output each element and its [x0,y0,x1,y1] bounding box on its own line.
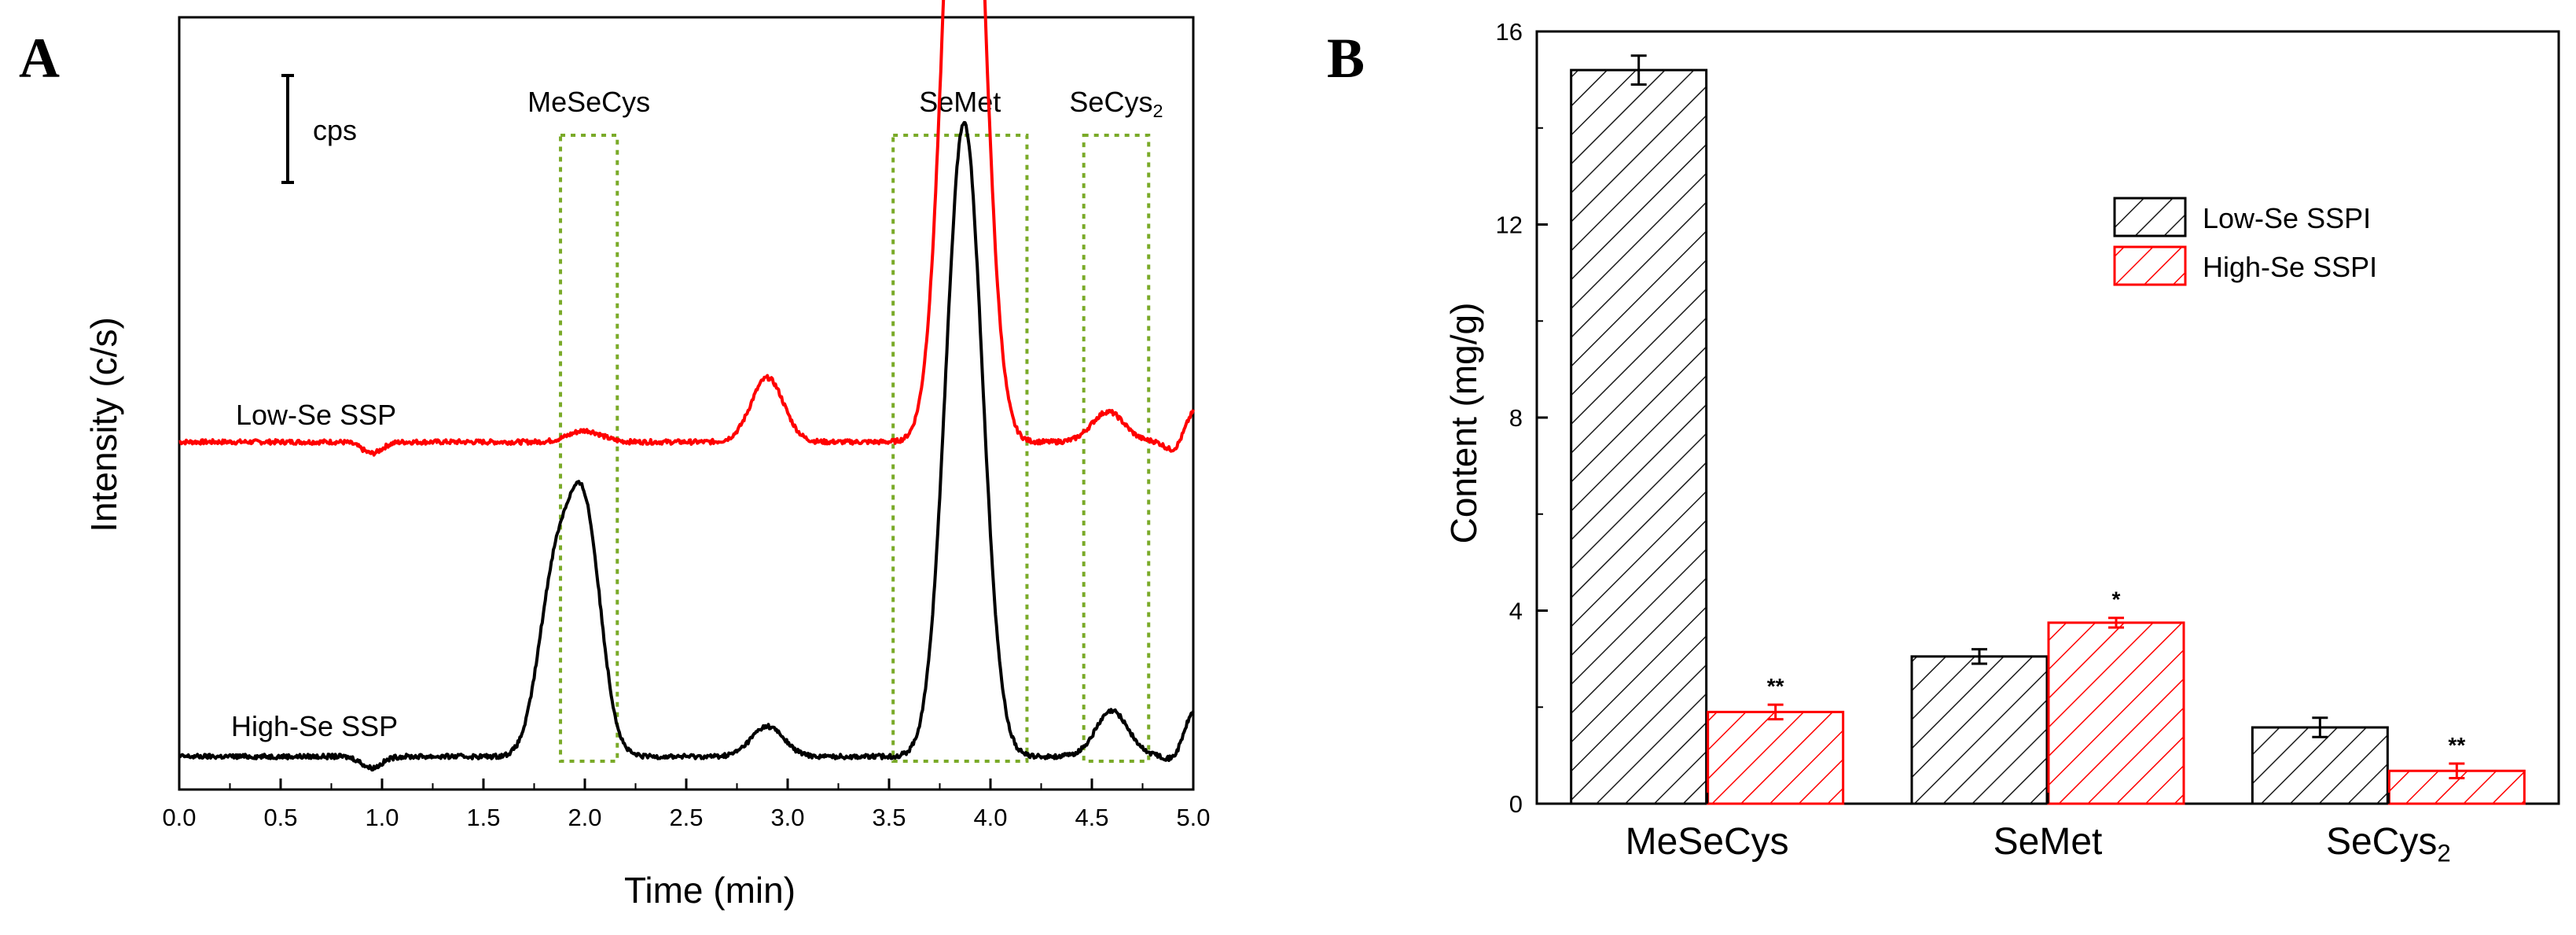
bar [1707,710,1845,805]
x-tick-label: 0.5 [263,804,297,831]
x-tick-label: 1.5 [466,804,500,831]
x-tick-label: 4.5 [1075,804,1108,831]
panel-b-legend: Low-Se SSPI High-Se SSPI [2113,197,2377,286]
panel-b-bars: ***** [1570,54,2526,805]
panel-a-y-axis-title: Intensity (c/s) [83,317,124,532]
legend-label: Low-Se SSPI [2203,202,2371,234]
x-tick-label: 5.0 [1176,804,1210,831]
legend-swatch [2113,197,2187,237]
bar [2047,621,2185,805]
x-tick-label: 3.5 [872,804,906,831]
trace-line [178,0,1195,457]
y-tick-label: 12 [1496,212,1523,239]
peak-window-box [1082,134,1151,763]
peak-window-box [891,134,1029,763]
legend-label: High-Se SSPI [2203,251,2377,283]
bar [2251,726,2389,805]
legend-swatch [2113,245,2187,286]
panel-a-x-axis-title: Time (min) [624,870,796,911]
significance-marker: ** [1767,674,1784,698]
trace-label: Low-Se SSP [236,399,396,431]
panel-a-traces: Low-Se SSP High-Se SSP [178,0,1195,772]
panel-b-category-labels: MeSeCys SeMet SeCys2 [1626,793,2451,867]
panel-a-chromatogram: A Intensity (c/s) Time (min) 0.0 0.5 1.0 1.… [19,0,1211,911]
x-tick-label: 2.5 [669,804,703,831]
trace-line [178,120,1195,772]
panel-b-y-ticks: 0 4 8 12 16 [1496,18,1548,818]
y-tick-label: 0 [1509,790,1523,818]
peak-window-label: SeCys2 [1069,86,1163,121]
y-tick-label: 16 [1496,18,1523,46]
bar [1570,68,1708,805]
peak-window-box [559,134,619,763]
significance-marker: ** [2448,733,2465,757]
x-tick-label: 2.0 [568,804,601,831]
panel-a-scale-bar: cps [281,74,357,184]
trace-label: High-Se SSP [231,710,398,742]
panel-b-y-axis-title: Content (mg/g) [1443,303,1484,544]
scale-bar-label: cps [313,114,357,146]
category-label: MeSeCys [1626,821,1789,863]
bar [1910,655,2049,805]
panel-b-letter: B [1327,27,1365,90]
panel-a-x-ticks: 0.0 0.5 1.0 1.5 2.0 2.5 3.0 3.5 4.0 4.5 5.0 [162,779,1211,831]
category-label: SeCys2 [2326,821,2451,867]
panel-a-peak-windows: MeSeCys SeMet SeCys2 [527,86,1163,763]
panel-a-letter: A [19,27,60,90]
significance-marker: * [2112,587,2121,612]
x-tick-label: 4.0 [973,804,1007,831]
x-tick-label: 3.0 [770,804,804,831]
peak-window-label: MeSeCys [527,86,650,118]
x-tick-label: 1.0 [365,804,399,831]
x-tick-label: 0.0 [162,804,196,831]
category-label: SeMet [1994,821,2103,863]
y-tick-label: 8 [1509,404,1523,432]
y-tick-label: 4 [1509,598,1523,625]
